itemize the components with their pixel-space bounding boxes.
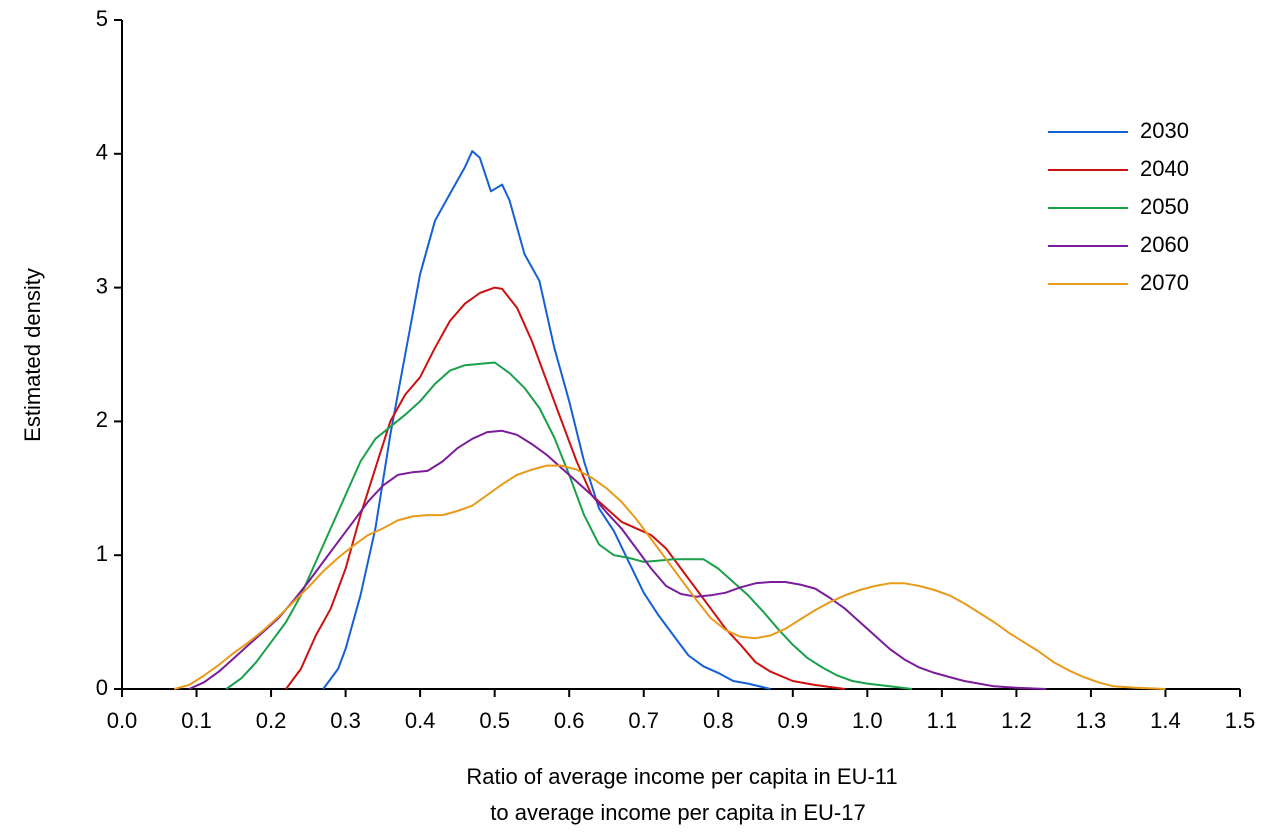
legend-label: 2030	[1140, 118, 1189, 143]
x-tick-label: 0.2	[256, 708, 287, 733]
x-tick-label: 1.3	[1076, 708, 1107, 733]
series-line	[322, 150, 771, 690]
x-tick-label: 0.5	[479, 708, 510, 733]
x-tick-label: 0.1	[181, 708, 212, 733]
x-tick-label: 0.7	[628, 708, 659, 733]
x-tick-label: 1.2	[1001, 708, 1032, 733]
y-tick-label: 1	[96, 541, 108, 566]
y-axis-label: Estimated density	[20, 268, 45, 442]
x-tick-label: 1.1	[927, 708, 958, 733]
y-tick-label: 2	[96, 407, 108, 432]
y-tick-label: 3	[96, 273, 108, 298]
x-tick-label: 0.0	[107, 708, 138, 733]
x-tick-label: 1.0	[852, 708, 883, 733]
y-tick-label: 0	[96, 675, 108, 700]
x-tick-label: 1.5	[1225, 708, 1256, 733]
y-tick-label: 5	[96, 6, 108, 31]
series-line	[188, 429, 1047, 690]
x-axis-label: Ratio of average income per capita in EU…	[466, 764, 897, 789]
x-tick-label: 0.8	[703, 708, 734, 733]
x-tick-label: 0.9	[778, 708, 809, 733]
legend-label: 2070	[1140, 270, 1189, 295]
legend-label: 2040	[1140, 156, 1189, 181]
x-tick-label: 0.4	[405, 708, 436, 733]
legend-label: 2060	[1140, 232, 1189, 257]
x-tick-label: 0.3	[330, 708, 361, 733]
x-tick-label: 0.6	[554, 708, 585, 733]
series-line	[225, 361, 913, 690]
series-line	[173, 464, 1166, 690]
series-line	[285, 286, 846, 690]
legend-label: 2050	[1140, 194, 1189, 219]
x-axis-label: to average income per capita in EU-17	[490, 800, 865, 825]
x-tick-label: 1.4	[1150, 708, 1181, 733]
y-tick-label: 4	[96, 140, 108, 165]
